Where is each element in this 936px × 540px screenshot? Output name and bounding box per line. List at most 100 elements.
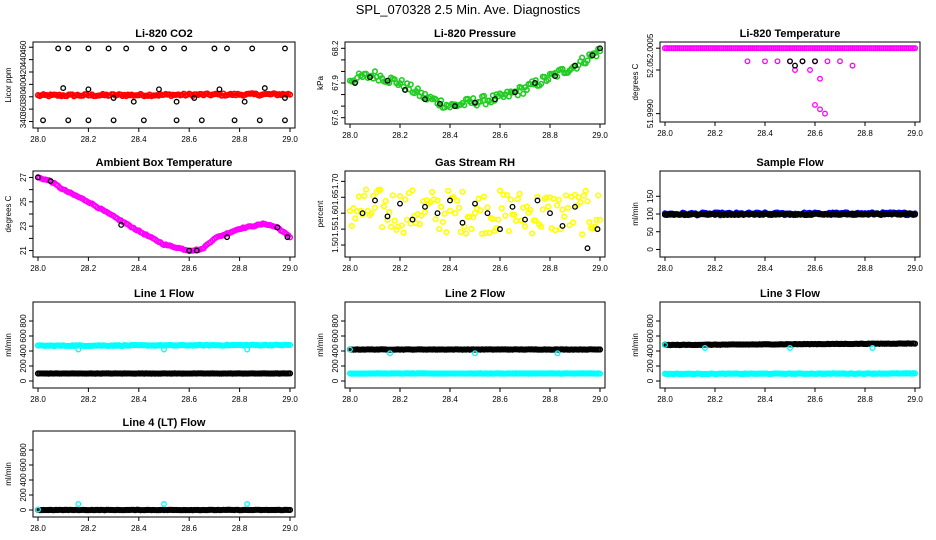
x-tick-label: 28.4 xyxy=(442,131,458,140)
x-tick-label: 28.0 xyxy=(30,524,46,533)
x-tick-label: 28.0 xyxy=(342,395,358,404)
data-point xyxy=(468,225,475,233)
data-point xyxy=(532,217,539,224)
data-point xyxy=(550,195,557,202)
y-tick-label: 52.0 xyxy=(646,62,655,78)
x-tick-label: 28.6 xyxy=(181,395,197,404)
data-point xyxy=(774,58,781,65)
x-tick-label: 28.2 xyxy=(707,395,723,404)
y-axis-label: ml/min xyxy=(4,462,13,486)
x-tick-label: 28.2 xyxy=(707,264,723,273)
data-point xyxy=(486,229,493,237)
data-point xyxy=(437,97,445,104)
data-point xyxy=(110,95,117,101)
data-point xyxy=(500,191,507,198)
figure-title: SPL_070328 2.5 Min. Ave. Diagnostics xyxy=(355,2,581,17)
data-point xyxy=(504,192,511,199)
data-point xyxy=(441,210,448,217)
series-black xyxy=(352,45,603,110)
y-tick-label: 67.9 xyxy=(331,75,340,91)
data-point xyxy=(762,58,768,65)
data-point xyxy=(516,190,523,198)
data-point xyxy=(224,45,230,52)
data-point xyxy=(35,506,41,513)
data-point xyxy=(505,227,513,235)
x-tick-label: 28.4 xyxy=(131,264,147,273)
series-black xyxy=(55,45,288,52)
data-point xyxy=(282,45,288,52)
y-tick-label: 1.60 xyxy=(331,205,340,221)
data-point xyxy=(561,213,568,220)
data-point xyxy=(371,68,379,75)
data-point xyxy=(286,341,294,349)
data-point xyxy=(398,76,405,84)
data-point xyxy=(849,62,856,69)
x-tick-label: 28.4 xyxy=(757,395,773,404)
data-point xyxy=(521,223,529,230)
x-tick-label: 28.2 xyxy=(81,524,97,533)
data-point xyxy=(554,350,561,357)
x-tick-label: 29.0 xyxy=(592,395,608,404)
data-point xyxy=(436,225,443,233)
data-point xyxy=(787,345,793,351)
data-point xyxy=(432,216,439,223)
y-tick-label: 0 xyxy=(19,507,28,512)
data-point xyxy=(367,74,373,81)
data-point xyxy=(418,212,425,219)
y-tick-label: 0 xyxy=(646,378,655,383)
y-tick-label: 23 xyxy=(19,221,28,230)
series-cyan xyxy=(662,342,876,351)
data-point xyxy=(384,216,391,223)
data-point xyxy=(377,186,384,193)
data-point xyxy=(466,213,473,220)
data-point xyxy=(354,208,361,215)
y-axis-label: kPa xyxy=(316,76,325,90)
x-tick-label: 28.0 xyxy=(342,264,358,273)
y-tick-label: 600 xyxy=(19,329,28,343)
panel-title: Li-820 Pressure xyxy=(434,28,516,40)
data-point xyxy=(434,197,441,204)
data-point xyxy=(446,207,454,214)
data-point xyxy=(140,117,147,124)
data-point xyxy=(586,219,593,226)
x-tick-label: 28.4 xyxy=(131,135,147,144)
data-point xyxy=(35,174,41,181)
data-point xyxy=(256,117,263,124)
x-tick-label: 28.2 xyxy=(392,264,408,273)
plot-area xyxy=(661,340,919,378)
data-point xyxy=(502,212,509,219)
x-tick-label: 28.2 xyxy=(81,395,97,404)
panel-4: Gas Stream RH percent 28.0 28.2 28.4 28.6 28.8… xyxy=(316,157,608,273)
data-point xyxy=(562,192,570,199)
data-point xyxy=(173,117,180,124)
x-tick-label: 29.0 xyxy=(592,131,608,140)
data-point xyxy=(812,101,818,108)
x-tick-label: 28.0 xyxy=(30,264,46,273)
data-point xyxy=(596,48,604,55)
x-tick-label: 28.4 xyxy=(131,524,147,533)
data-point xyxy=(47,178,54,185)
data-point xyxy=(350,205,357,212)
plot-area xyxy=(34,341,294,377)
y-tick-label: 400 xyxy=(19,344,28,358)
y-tick-label: 200 xyxy=(646,359,655,373)
panel-title: Line 4 (LT) Flow xyxy=(123,417,206,429)
data-point xyxy=(514,195,521,203)
data-point xyxy=(261,85,268,92)
data-point xyxy=(812,58,818,65)
data-point xyxy=(161,45,167,52)
data-point xyxy=(60,85,67,92)
data-point xyxy=(231,117,238,124)
y-tick-label: 1.70 xyxy=(331,173,340,189)
y-tick-label: 21 xyxy=(19,246,28,255)
data-point xyxy=(507,196,514,203)
data-point xyxy=(509,203,516,210)
x-tick-label: 28.2 xyxy=(81,264,97,273)
y-tick-label: 200 xyxy=(19,359,28,373)
data-point xyxy=(282,117,288,124)
panel-7: Line 2 Flow ml/min 28.0 28.2 28.4 28.6 28.8 29.… xyxy=(316,288,608,404)
data-point xyxy=(480,193,488,200)
data-point xyxy=(156,86,162,93)
y-tick-label: 200 xyxy=(19,488,28,502)
data-point xyxy=(911,45,919,52)
